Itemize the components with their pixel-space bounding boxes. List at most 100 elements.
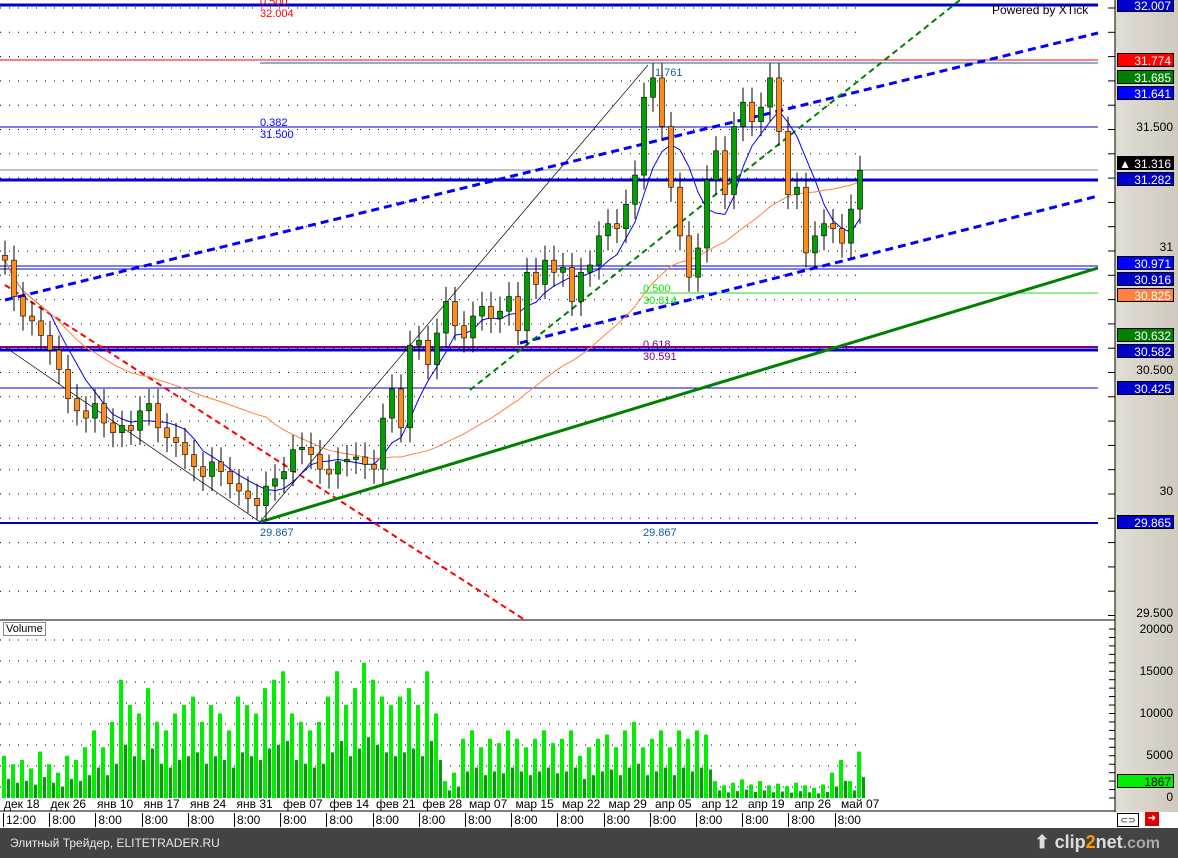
volume-bar [596, 738, 600, 798]
volume-bar [695, 730, 699, 798]
fib-ratio: 0.500 [260, 0, 288, 8]
candle [56, 349, 62, 370]
volume-bar [722, 785, 726, 798]
candle [83, 410, 89, 419]
price-level-tag: 30.632 [1117, 328, 1174, 343]
fib-annotation: 1.761 [655, 67, 683, 79]
candle [245, 490, 251, 499]
volume-bar [250, 756, 253, 798]
candle [776, 77, 782, 132]
volume-bar [610, 769, 613, 798]
candle [659, 77, 665, 127]
volume-bar [502, 773, 505, 798]
volume-bar [641, 747, 645, 798]
volume-bar [673, 775, 676, 798]
exit-icon[interactable]: ➜ [1145, 812, 1159, 826]
date-label: мар 29 [608, 797, 647, 811]
volume-bar [385, 752, 388, 798]
candle [695, 247, 701, 278]
candle [686, 235, 692, 278]
candle [524, 271, 530, 331]
volume-bar [601, 771, 604, 798]
candle [623, 203, 629, 229]
candle [65, 369, 71, 399]
link-icon[interactable]: ⊂⊃ [1117, 813, 1139, 827]
volume-bar [155, 721, 159, 798]
volume-bar [812, 787, 816, 798]
candle [416, 340, 422, 346]
volume-bar [151, 748, 154, 798]
volume-bar [254, 713, 258, 798]
volume-bar [533, 738, 537, 798]
volume-bar [29, 768, 33, 798]
volume-bar [371, 679, 375, 798]
volume-bar [97, 767, 100, 798]
volume-bar [637, 763, 640, 798]
candle [281, 471, 287, 480]
volume-bar [803, 785, 807, 798]
candle [209, 461, 215, 477]
volume-bar [92, 730, 96, 798]
candle [137, 410, 143, 431]
volume-bar [425, 671, 429, 798]
volume-bar [394, 756, 397, 798]
price-tick-label: 29.500 [1136, 606, 1173, 620]
volume-bar [623, 730, 627, 798]
volume-bar [160, 763, 163, 798]
time-label: 8:00 [557, 813, 584, 827]
price-axis-panel[interactable] [1115, 0, 1178, 812]
volume-bar [515, 738, 519, 798]
candle [470, 315, 476, 339]
candle [785, 131, 791, 195]
fib-value: 1.761 [655, 67, 683, 79]
candle [164, 427, 170, 438]
volume-bar [169, 767, 172, 798]
volume-bar [767, 785, 771, 798]
volume-bar [187, 756, 190, 798]
volume-bar [781, 791, 784, 798]
volume-bar [25, 780, 28, 798]
fib-ratio: 0.618 [643, 339, 671, 351]
volume-bar [529, 775, 532, 798]
volume-bar [398, 696, 402, 798]
candle [308, 446, 314, 455]
volume-label: Volume [3, 622, 46, 636]
volume-bar [691, 771, 694, 798]
volume-bar [646, 775, 649, 798]
candle [812, 235, 818, 254]
volume-bar [88, 775, 91, 798]
volume-bar [416, 705, 420, 798]
candle [740, 101, 746, 127]
clip2net-logo: ⬆ clip2net.com [1034, 832, 1160, 852]
time-label: 8:00 [742, 813, 769, 827]
candle [29, 315, 35, 322]
volume-bar [353, 688, 357, 798]
volume-bar [322, 763, 325, 798]
time-label: 8:00 [696, 813, 722, 827]
volume-bar [619, 775, 622, 798]
candle [749, 101, 755, 122]
volume-bar [560, 738, 564, 798]
date-label: мар 07 [469, 797, 508, 811]
volume-bar [245, 705, 249, 798]
price-tick-label: 31.500 [1136, 120, 1173, 134]
fib-annotation: 0.500 32.004 [260, 0, 294, 20]
candle [200, 466, 206, 477]
volume-bar [835, 786, 838, 798]
volume-bar [340, 740, 343, 798]
volume-bar [389, 705, 393, 798]
date-label: апр 19 [748, 797, 785, 811]
volume-bar [700, 767, 703, 798]
candle [128, 425, 134, 431]
candle [515, 296, 521, 331]
volume-bar [808, 792, 811, 798]
candle [101, 403, 107, 424]
candle [218, 461, 224, 472]
time-label: 8:00 [141, 813, 168, 827]
price-chart[interactable] [0, 0, 1178, 828]
candle [20, 296, 26, 317]
candle [11, 259, 17, 297]
candle [344, 459, 350, 463]
volume-bar [614, 747, 618, 798]
volume-bar [164, 730, 168, 798]
